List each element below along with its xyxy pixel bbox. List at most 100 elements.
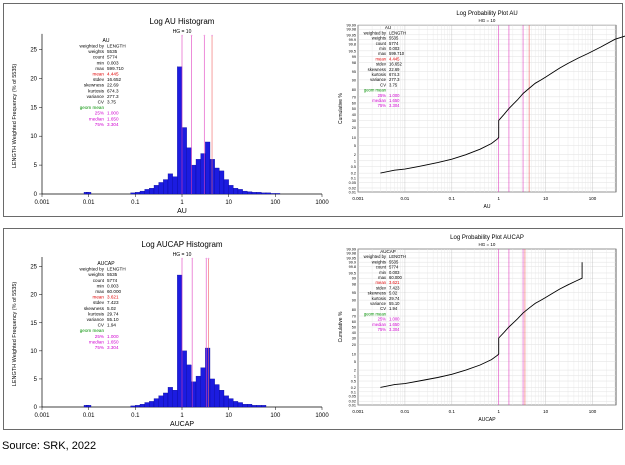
y-tick-label: 70 [352, 315, 356, 319]
y-tick-label: 0.1 [351, 390, 356, 394]
histogram-bar [233, 401, 239, 408]
stats-key: kurtosis [88, 88, 105, 93]
stats-key: median [372, 98, 386, 103]
y-axis-label: Cumulative % [338, 311, 344, 342]
stats-value: 55.10 [389, 301, 400, 306]
stats-key: weights [372, 259, 386, 264]
stats-key: variance [87, 317, 105, 322]
histogram-bar [153, 398, 159, 408]
histogram-bar [209, 159, 215, 195]
stats-key: skewness [368, 291, 386, 296]
histogram-bar [144, 402, 150, 408]
stats-value: 4.445 [107, 72, 119, 77]
histogram-bar [191, 164, 197, 195]
stats-key: 75% [378, 327, 387, 332]
x-tick-label: 0.1 [449, 409, 456, 414]
stats-key: weights [88, 272, 104, 277]
y-tick-label: 0 [34, 192, 38, 198]
y-axis-label: LENGTH Weighted Frequency (% of 5535) [12, 64, 18, 169]
stats-key: geom mean [364, 88, 387, 93]
stats-value: 1.650 [107, 339, 119, 344]
stats-value: 60.000 [389, 275, 402, 280]
stats-key: kurtosis [372, 296, 386, 301]
stats-value: 1.94 [389, 306, 398, 311]
histogram-bar [247, 404, 253, 408]
y-tick-label: 60 [352, 101, 356, 105]
x-axis-label: AUCAP [170, 421, 194, 428]
chart-title: Log Probability Plot AUCAP [450, 235, 524, 241]
stats-value: LENGTH [389, 30, 406, 35]
stats-key: min [379, 46, 386, 51]
stats-key: CV [98, 323, 105, 328]
stats-value: 1.650 [389, 98, 400, 103]
stat-marker-symbol: + [207, 256, 210, 261]
stats-key: mean [93, 295, 105, 300]
stats-key: weights [88, 49, 104, 54]
stats-value: LENGTH [107, 267, 126, 272]
stats-value: 5535 [107, 272, 118, 277]
x-tick-label: 100 [589, 196, 597, 201]
stats-key: stdev [376, 285, 387, 290]
histogram-bar [158, 182, 164, 195]
stats-value: 1.94 [107, 323, 116, 328]
au-histogram-chart: Log AU Histogram HG = 10 0 5 10 15 20 25 0.001 0.… [12, 17, 329, 215]
stats-value: 5774 [389, 265, 399, 270]
histogram-bar [209, 378, 215, 408]
histogram-bar [233, 188, 239, 195]
y-tick-label: 50 [352, 107, 356, 111]
stats-key: mean [93, 72, 105, 77]
y-tick-label: 20 [30, 293, 37, 299]
histogram-bar [265, 192, 271, 195]
histogram-bar [237, 189, 243, 195]
histogram-bar [167, 173, 173, 195]
stats-key: count [376, 265, 387, 270]
y-tick-label: 0.02 [349, 400, 356, 404]
histogram-bar [205, 141, 211, 195]
x-tick-label: 1 [497, 409, 500, 414]
stats-key: 25% [95, 334, 104, 339]
x-tick-label: 1 [180, 200, 184, 206]
histogram-bar [181, 350, 187, 408]
stats-value: 5774 [107, 55, 118, 60]
y-tick-label: 40 [352, 331, 356, 335]
x-tick-label: 10 [543, 196, 549, 201]
stats-value: 29.74 [389, 296, 400, 301]
stats-value: 55.10 [107, 317, 119, 322]
stat-marker-symbol: + [205, 256, 208, 261]
y-tick-label: 0.5 [351, 380, 356, 384]
y-tick-label: 99.98 [346, 28, 356, 32]
stats-key: skewness [84, 83, 105, 88]
histogram-bar [261, 192, 267, 195]
histogram-bar [167, 387, 173, 408]
stats-value: 3.621 [107, 295, 119, 300]
stats-value: 0.003 [389, 270, 400, 275]
stat-marker-symbol: + [211, 33, 214, 38]
chart-subtitle: HG = 10 [479, 242, 496, 247]
histogram-bar [251, 405, 257, 408]
histogram-bar [247, 191, 253, 195]
y-tick-label: 2 [354, 369, 356, 373]
histogram-bar [181, 127, 187, 195]
stats-key: max [378, 275, 387, 280]
x-tick-label: 10 [225, 200, 232, 206]
histogram-bar [172, 390, 178, 408]
y-tick-label: 99.5 [349, 49, 356, 53]
y-tick-label: 0.2 [351, 386, 356, 390]
stats-value: 3.75 [107, 100, 116, 105]
y-axis-label: Cumulative % [338, 93, 344, 124]
histogram-bar [130, 405, 136, 408]
x-tick-label: 10 [543, 409, 549, 414]
stats-value: 0.003 [107, 283, 119, 288]
histogram-bar [256, 405, 262, 408]
x-tick-label: 0.01 [83, 200, 95, 206]
stats-key: count [93, 55, 105, 60]
stats-key: 75% [95, 345, 104, 350]
histogram-bar [251, 192, 257, 195]
y-tick-label: 0 [34, 405, 38, 411]
histogram-bar [219, 390, 225, 408]
stats-value: 3.304 [389, 327, 400, 332]
histogram-bar [86, 192, 92, 195]
stat-marker-symbol: + [190, 33, 193, 38]
